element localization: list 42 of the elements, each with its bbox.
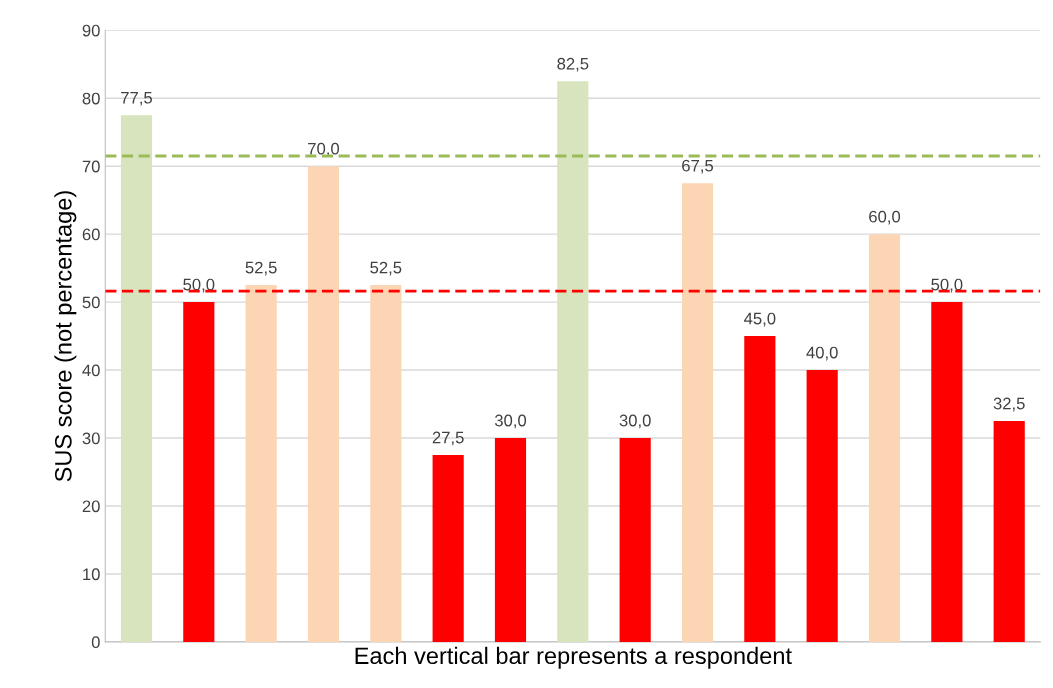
bar bbox=[681, 183, 714, 642]
y-tick-label: 20 bbox=[82, 500, 100, 513]
data-label: 52,5 bbox=[370, 261, 402, 276]
data-label: 45,0 bbox=[744, 312, 776, 327]
bar bbox=[931, 302, 963, 642]
data-label: 50,0 bbox=[183, 278, 215, 293]
bar bbox=[744, 336, 776, 642]
bar bbox=[494, 438, 527, 642]
y-tick-label: 90 bbox=[82, 24, 100, 37]
data-label: 40,0 bbox=[806, 346, 838, 361]
y-tick-label: 10 bbox=[83, 568, 100, 581]
y-tick-label: 60 bbox=[82, 228, 100, 241]
y-axis-title: SUS score (not percentage) bbox=[54, 191, 77, 482]
data-label: 30,0 bbox=[494, 414, 527, 429]
bar bbox=[245, 285, 277, 642]
data-label: 82,5 bbox=[557, 57, 589, 72]
x-axis-title: Each vertical bar represents a respondent bbox=[355, 646, 792, 669]
bar bbox=[432, 455, 464, 642]
bar bbox=[868, 234, 901, 642]
bar bbox=[370, 285, 402, 642]
data-label: 32,5 bbox=[993, 397, 1025, 412]
bar bbox=[557, 81, 589, 642]
data-label: 60,0 bbox=[869, 210, 901, 225]
data-label: 67,5 bbox=[682, 159, 714, 174]
data-label: 70,0 bbox=[308, 142, 340, 157]
y-tick-label: 40 bbox=[82, 364, 100, 377]
bar bbox=[806, 370, 838, 642]
data-label: 27,5 bbox=[432, 431, 464, 446]
data-label: 50,0 bbox=[931, 278, 963, 293]
data-label: 52,5 bbox=[245, 261, 277, 276]
y-tick-label: 80 bbox=[82, 92, 100, 105]
y-tick-label: 0 bbox=[91, 636, 100, 649]
bar bbox=[993, 421, 1025, 642]
bar bbox=[120, 115, 153, 642]
data-label: 77,5 bbox=[121, 91, 152, 106]
bar bbox=[183, 302, 215, 642]
bar bbox=[307, 166, 340, 642]
y-tick-label: 50 bbox=[82, 296, 100, 309]
y-tick-label: 70 bbox=[82, 160, 100, 173]
y-tick-label: 30 bbox=[82, 432, 100, 445]
bar bbox=[619, 438, 651, 642]
data-label: 30,0 bbox=[619, 414, 651, 429]
